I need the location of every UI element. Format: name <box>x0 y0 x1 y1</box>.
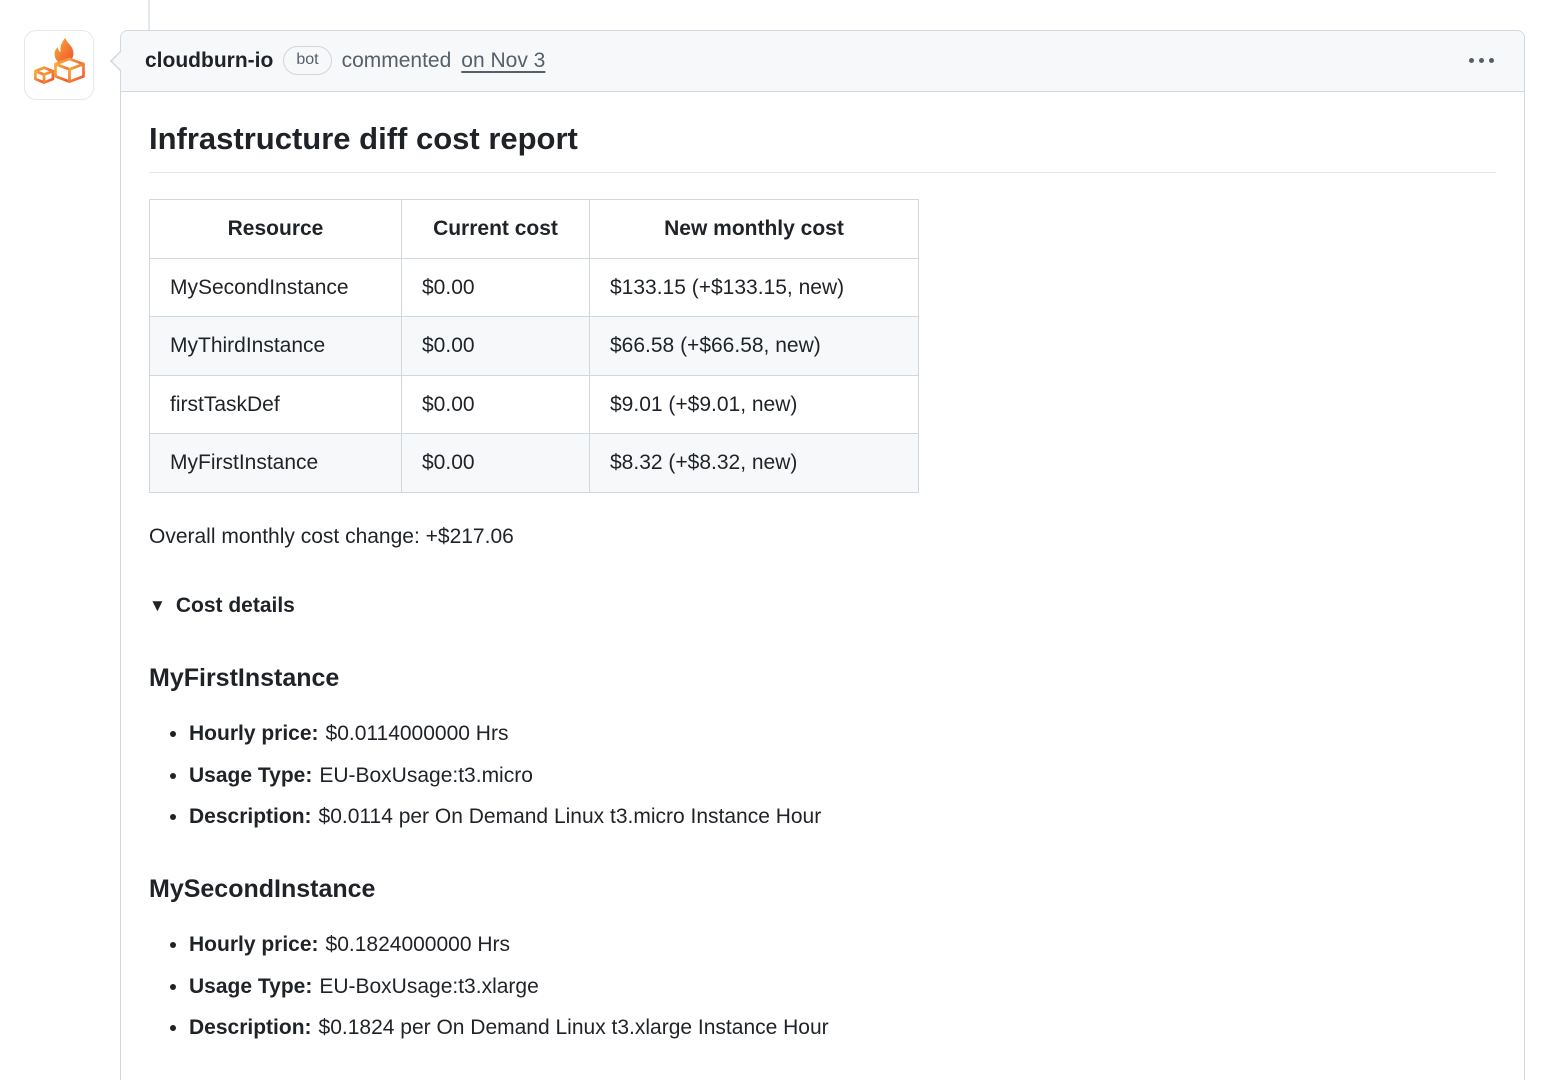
commented-text: commented <box>341 49 452 72</box>
section-heading-myfirstinstance: MyFirstInstance <box>149 663 340 692</box>
property-value: $0.1824 per On Demand Linux t3.xlarge In… <box>318 1016 829 1040</box>
property-label: Description: <box>189 1016 312 1040</box>
table-row: MySecondInstance $0.00 $133.15 (+$133.15… <box>149 257 919 318</box>
cell-resource: MyFirstInstance <box>149 433 402 493</box>
property-value: $0.0114000000 Hrs <box>325 722 509 746</box>
kebab-icon <box>1469 58 1494 64</box>
cell-current-cost: $0.00 <box>401 433 590 493</box>
table-header-row: Resource Current cost New monthly cost <box>149 199 919 259</box>
section-heading-mysecondinstance: MySecondInstance <box>149 874 376 903</box>
cell-new-monthly-cost: $66.58 (+$66.58, new) <box>589 316 919 376</box>
column-header-current-cost: Current cost <box>401 199 590 259</box>
list-item: Usage Type:EU-BoxUsage:t3.xlarge <box>189 971 1496 1003</box>
list-item: Description:$0.0114 per On Demand Linux … <box>189 801 1496 833</box>
column-header-resource: Resource <box>149 199 402 259</box>
property-label: Hourly price: <box>189 722 319 746</box>
list-item: Hourly price:$0.0114000000 Hrs <box>189 718 1496 750</box>
cell-current-cost: $0.00 <box>401 374 590 435</box>
property-value: EU-BoxUsage:t3.micro <box>319 763 533 787</box>
list-item: Description:$0.1824 per On Demand Linux … <box>189 1012 1496 1044</box>
comment-body: Infrastructure diff cost report Resource… <box>121 92 1524 1080</box>
table-row: MyFirstInstance $0.00 $8.32 (+$8.32, new… <box>149 433 919 493</box>
comment-options-button[interactable] <box>1463 50 1500 71</box>
bot-badge: bot <box>283 46 332 76</box>
cell-resource: MyThirdInstance <box>149 316 402 376</box>
page-title: Infrastructure diff cost report <box>149 120 1496 174</box>
property-label: Usage Type: <box>189 763 313 787</box>
property-label: Usage Type: <box>189 974 313 998</box>
cost-details: ▼ Cost details MyFirstInstance Hourly pr… <box>149 590 1496 1044</box>
comment-header: cloudburn-io bot commented on Nov 3 <box>110 31 1524 92</box>
cell-current-cost: $0.00 <box>401 257 590 318</box>
timeline-line <box>148 0 150 30</box>
speech-caret-inner <box>101 50 123 72</box>
property-value: EU-BoxUsage:t3.xlarge <box>319 974 539 998</box>
comment-card: cloudburn-io bot commented on Nov 3 Infr… <box>110 30 1525 1080</box>
triangle-down-icon: ▼ <box>149 596 166 616</box>
cost-details-summary[interactable]: ▼ Cost details <box>149 590 1496 622</box>
table-row: MyThirdInstance $0.00 $66.58 (+$66.58, n… <box>149 316 919 376</box>
overall-cost-change: Overall monthly cost change: +$217.06 <box>149 524 514 548</box>
bot-avatar[interactable] <box>24 30 94 100</box>
cost-details-label: Cost details <box>175 594 295 618</box>
property-label: Hourly price: <box>189 933 319 957</box>
cell-new-monthly-cost: $8.32 (+$8.32, new) <box>589 433 919 493</box>
list-item: Usage Type:EU-BoxUsage:t3.micro <box>189 760 1496 792</box>
list-item: Hourly price:$0.1824000000 Hrs <box>189 929 1496 961</box>
property-list: Hourly price:$0.0114000000 Hrs Usage Typ… <box>149 718 1496 833</box>
cell-new-monthly-cost: $9.01 (+$9.01, new) <box>589 374 919 435</box>
flame-cubes-logo-icon <box>34 37 85 84</box>
cost-table: Resource Current cost New monthly cost M… <box>149 199 919 493</box>
table-row: firstTaskDef $0.00 $9.01 (+$9.01, new) <box>149 374 919 435</box>
column-header-new-monthly-cost: New monthly cost <box>589 199 919 259</box>
timestamp-link[interactable]: on Nov 3 <box>461 49 546 72</box>
cell-resource: MySecondInstance <box>149 257 402 318</box>
cell-new-monthly-cost: $133.15 (+$133.15, new) <box>589 257 919 318</box>
property-value: $0.0114 per On Demand Linux t3.micro Ins… <box>318 805 822 829</box>
author-link[interactable]: cloudburn-io <box>145 49 274 72</box>
property-value: $0.1824000000 Hrs <box>325 933 511 957</box>
cell-resource: firstTaskDef <box>149 374 402 435</box>
property-label: Description: <box>189 805 312 829</box>
property-list: Hourly price:$0.1824000000 Hrs Usage Typ… <box>149 929 1496 1044</box>
cell-current-cost: $0.00 <box>401 316 590 376</box>
